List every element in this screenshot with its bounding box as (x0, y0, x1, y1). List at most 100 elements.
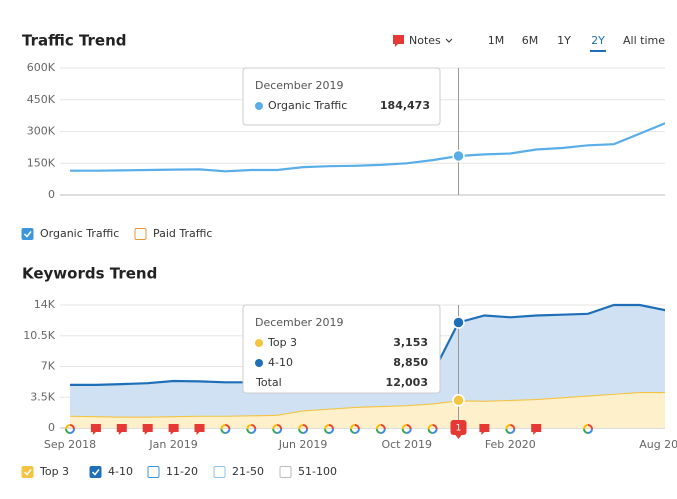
legend-label[interactable]: 4-10 (108, 465, 133, 478)
google-icon[interactable] (380, 424, 386, 430)
google-icon[interactable] (432, 424, 438, 430)
google-icon[interactable] (65, 424, 71, 430)
legend-label[interactable]: Paid Traffic (153, 227, 212, 240)
google-icon[interactable] (401, 424, 407, 430)
google-icon[interactable] (251, 424, 257, 430)
google-icon[interactable] (277, 428, 283, 434)
google-icon[interactable] (69, 428, 75, 434)
tooltip-label: 4-10 (268, 356, 293, 369)
google-icon[interactable] (510, 424, 516, 430)
note-badge[interactable] (450, 420, 467, 435)
google-icon[interactable] (406, 428, 412, 434)
google-icon[interactable] (583, 428, 589, 434)
google-icon[interactable] (277, 424, 283, 430)
google-icon[interactable] (324, 424, 330, 430)
google-icon[interactable] (298, 424, 304, 430)
legend-label[interactable]: Organic Traffic (40, 227, 119, 240)
tooltip (242, 67, 441, 126)
legend-label[interactable]: 21-50 (232, 465, 264, 478)
google-icon[interactable] (380, 428, 386, 434)
google-icon[interactable] (246, 428, 252, 434)
google-icon[interactable] (220, 428, 226, 434)
checkbox[interactable] (89, 466, 102, 478)
legend-label[interactable]: Top 3 (39, 465, 69, 478)
note-icon[interactable] (142, 424, 153, 435)
checkbox[interactable] (279, 466, 292, 478)
google-icon[interactable] (220, 424, 226, 430)
note-icon[interactable] (90, 424, 101, 435)
y-tick-label: 0 (48, 188, 55, 201)
google-icon[interactable] (328, 424, 334, 430)
check (23, 231, 32, 238)
range-button[interactable]: 6M (522, 34, 539, 47)
google-icon[interactable] (401, 428, 407, 434)
chevron (445, 38, 453, 43)
x-tick-label: Jun 2019 (278, 438, 328, 451)
check (23, 469, 32, 476)
checkbox[interactable] (134, 228, 147, 240)
title: Traffic Trend (22, 32, 127, 50)
tooltip-title: December 2019 (255, 316, 344, 329)
google-icon[interactable] (432, 428, 438, 434)
note-icon[interactable] (168, 424, 179, 435)
hover-dot (452, 149, 465, 163)
google-icon[interactable] (65, 428, 71, 434)
google-icon[interactable] (302, 424, 309, 430)
tooltip-dot (255, 339, 263, 347)
google-icon[interactable] (349, 428, 356, 434)
overlay: Notes 1M 6M 1Y 2Y All time Organic Traffic Paid… (21, 34, 677, 478)
tooltip-value: 184,473 (380, 99, 430, 112)
range-button[interactable]: 2Y (591, 34, 605, 47)
range-button[interactable]: 1Y (557, 34, 571, 47)
google-icon[interactable] (510, 428, 516, 434)
x-tick-label: Aug 2020 (639, 438, 677, 451)
google-icon[interactable] (272, 428, 278, 434)
google-icon[interactable] (298, 428, 304, 434)
tooltip-label: Top 3 (267, 336, 297, 349)
notes-button[interactable]: Notes (409, 34, 441, 47)
line (70, 122, 665, 173)
note-badge-text: 1 (456, 424, 462, 434)
google-icon[interactable] (272, 424, 278, 430)
google-icon[interactable] (406, 424, 412, 430)
notes-icon[interactable] (393, 35, 404, 47)
google-icon[interactable] (587, 424, 593, 430)
tooltip-label: Organic Traffic (268, 99, 347, 112)
note-icon[interactable] (479, 424, 490, 435)
google-icon[interactable] (354, 424, 360, 430)
legend-label[interactable]: 51-100 (298, 465, 337, 478)
note-icon[interactable] (194, 424, 205, 435)
plot (60, 303, 665, 429)
google-icon[interactable] (302, 428, 309, 434)
checkbox[interactable] (213, 466, 226, 478)
google-icon[interactable] (427, 428, 433, 434)
checkbox[interactable] (147, 466, 160, 478)
checkbox[interactable] (21, 228, 34, 240)
google-icon[interactable] (583, 424, 589, 430)
checkbox[interactable] (21, 466, 34, 478)
google-icon[interactable] (251, 428, 257, 434)
note-icon[interactable] (531, 424, 542, 435)
x-tick-label: Sep 2018 (44, 438, 96, 451)
range-button[interactable]: All time (623, 34, 665, 47)
google-icon[interactable] (324, 428, 330, 434)
google-icon[interactable] (69, 424, 75, 430)
google-icon[interactable] (354, 428, 360, 434)
google-icon[interactable] (505, 424, 511, 430)
google-icon[interactable] (328, 428, 334, 434)
range-button[interactable]: 1M (488, 34, 505, 47)
legend-label[interactable]: 11-20 (166, 465, 198, 478)
google-icon[interactable] (375, 424, 381, 430)
google-icon[interactable] (505, 428, 511, 434)
google-icon[interactable] (427, 424, 433, 430)
hover-dot (452, 316, 465, 329)
google-icon[interactable] (375, 428, 381, 434)
google-icon[interactable] (225, 424, 231, 430)
google-icon[interactable] (246, 424, 252, 430)
google-icon[interactable] (349, 424, 356, 430)
note-badge-tail (455, 435, 462, 439)
note-icon[interactable] (116, 424, 127, 435)
google-icon[interactable] (225, 428, 231, 434)
google-icon[interactable] (587, 428, 593, 434)
